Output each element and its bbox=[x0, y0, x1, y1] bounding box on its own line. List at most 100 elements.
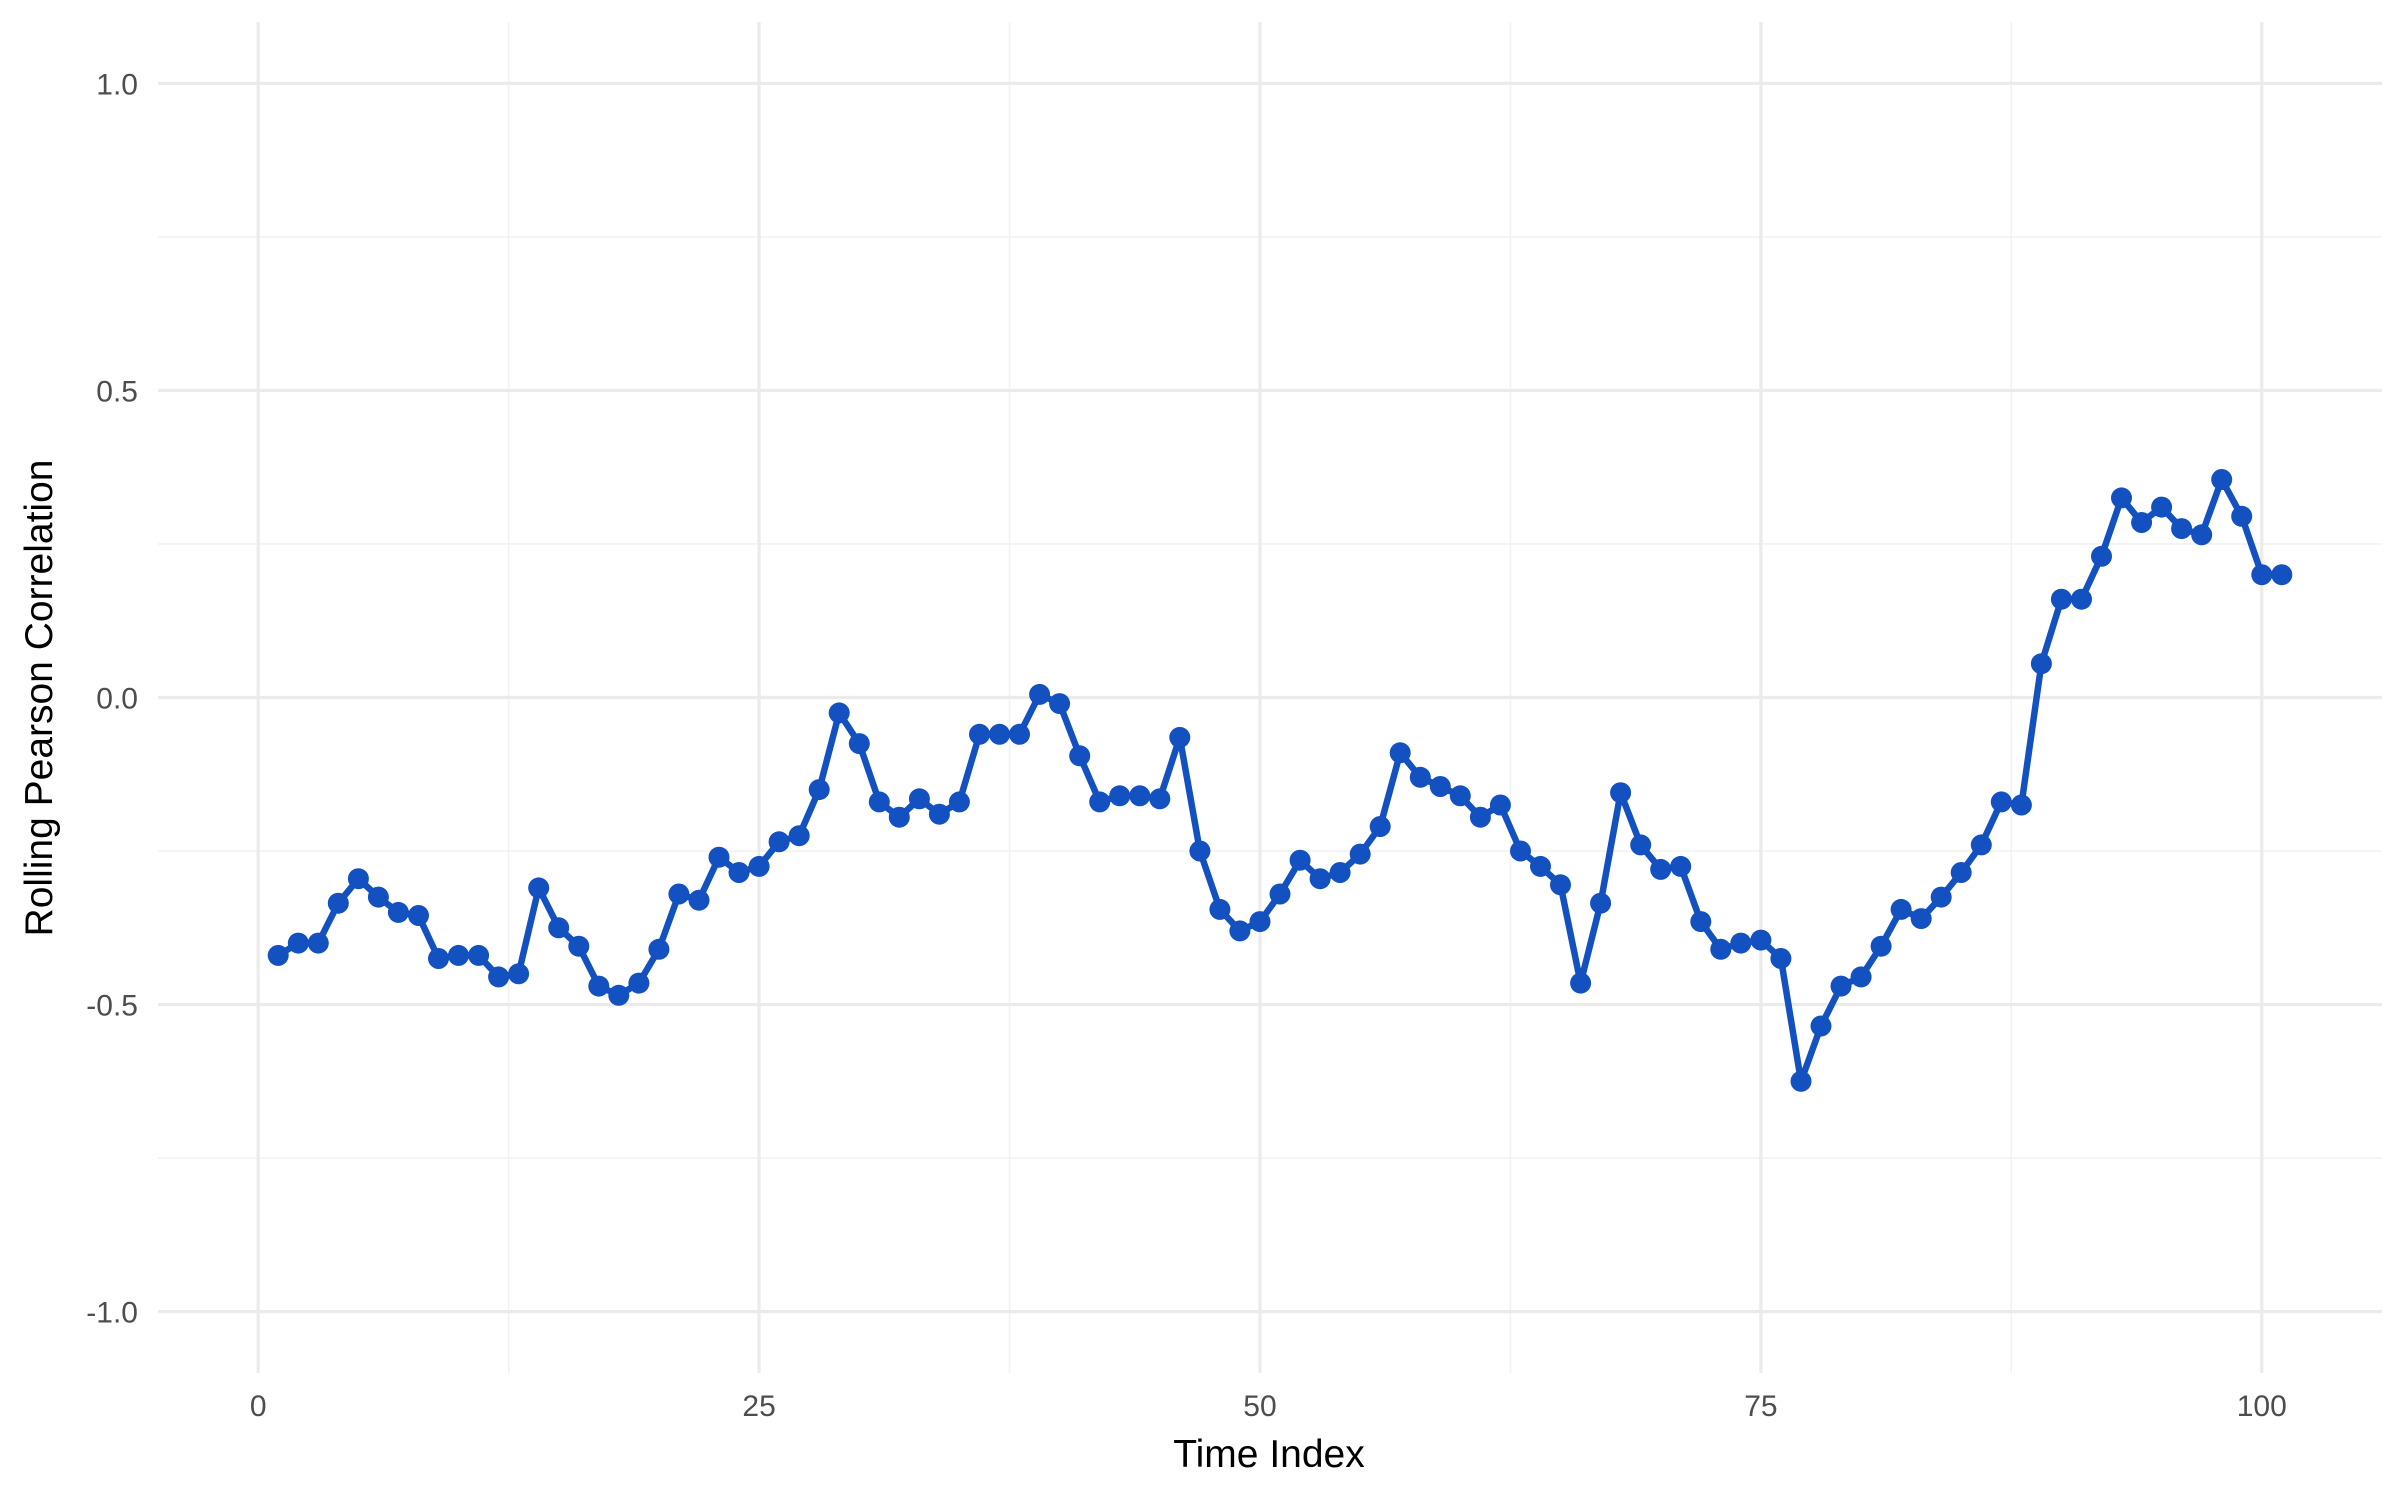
data-point bbox=[688, 889, 710, 911]
data-point bbox=[969, 723, 990, 745]
data-point bbox=[828, 702, 850, 724]
data-point bbox=[1530, 855, 1551, 877]
data-point bbox=[1550, 874, 1571, 896]
data-point bbox=[888, 806, 910, 828]
data-point bbox=[1329, 862, 1351, 883]
data-point bbox=[2050, 588, 2072, 610]
data-point bbox=[2071, 588, 2092, 610]
data-point bbox=[528, 877, 550, 899]
y-tick-label: -1.0 bbox=[86, 1297, 138, 1330]
y-tick-label: 0.0 bbox=[96, 683, 138, 716]
x-axis-title: Time Index bbox=[1173, 1433, 1365, 1476]
data-point bbox=[768, 831, 790, 853]
data-point bbox=[1570, 972, 1592, 994]
data-point bbox=[508, 963, 530, 985]
data-point bbox=[648, 938, 670, 960]
data-point bbox=[2191, 524, 2213, 546]
data-point bbox=[1990, 791, 2012, 813]
data-point bbox=[1009, 723, 1030, 745]
data-point bbox=[1870, 935, 1892, 957]
y-axis-title: Rolling Pearson Correlation bbox=[18, 460, 61, 937]
data-point bbox=[1810, 1015, 1832, 1037]
data-point bbox=[428, 948, 449, 969]
x-axis-tick-labels: 0 25 50 75 100 bbox=[250, 1390, 2287, 1423]
data-point bbox=[1209, 898, 1231, 920]
data-point bbox=[2271, 564, 2293, 586]
data-point bbox=[608, 984, 630, 1006]
data-point bbox=[848, 733, 870, 755]
data-point bbox=[1830, 975, 1852, 997]
data-point bbox=[1750, 929, 1772, 951]
major-gridlines-y bbox=[158, 81, 2382, 1314]
minor-gridlines-y bbox=[158, 236, 2382, 1159]
data-point bbox=[488, 966, 510, 988]
data-point bbox=[468, 944, 490, 966]
data-point bbox=[2171, 518, 2193, 540]
data-point bbox=[1249, 911, 1271, 933]
data-point bbox=[1089, 791, 1111, 813]
data-point bbox=[928, 803, 950, 825]
data-point bbox=[548, 917, 570, 939]
data-point bbox=[908, 788, 930, 810]
data-point bbox=[1790, 1070, 1812, 1092]
data-point bbox=[367, 886, 389, 908]
x-tick-label: 100 bbox=[2237, 1390, 2287, 1423]
data-point bbox=[748, 855, 770, 877]
data-point bbox=[1289, 849, 1311, 871]
y-tick-label: 0.5 bbox=[96, 375, 138, 408]
data-point bbox=[1069, 745, 1091, 767]
x-tick-label: 50 bbox=[1243, 1390, 1276, 1423]
data-point bbox=[1029, 683, 1051, 705]
data-point bbox=[989, 723, 1010, 745]
data-point bbox=[1189, 840, 1211, 862]
data-point bbox=[728, 862, 750, 883]
data-point bbox=[1770, 948, 1792, 969]
data-point bbox=[1369, 816, 1391, 837]
data-point bbox=[387, 901, 409, 923]
data-point bbox=[1149, 788, 1171, 810]
data-point bbox=[448, 944, 469, 966]
data-point bbox=[2131, 512, 2153, 533]
data-point bbox=[287, 932, 309, 954]
data-point bbox=[1349, 843, 1371, 865]
data-point bbox=[327, 892, 349, 914]
data-point bbox=[788, 825, 810, 847]
data-point bbox=[1710, 938, 1732, 960]
series-layer bbox=[267, 469, 2293, 1092]
data-point bbox=[1930, 886, 1952, 908]
data-point bbox=[1690, 911, 1712, 933]
data-point bbox=[408, 905, 429, 926]
data-point bbox=[668, 883, 690, 905]
data-point bbox=[1129, 785, 1151, 807]
data-point bbox=[1970, 834, 1992, 856]
data-point bbox=[1630, 834, 1652, 856]
data-point bbox=[588, 975, 610, 997]
data-point bbox=[1910, 908, 1932, 930]
data-point bbox=[1850, 966, 1872, 988]
data-point bbox=[2231, 505, 2253, 527]
data-point bbox=[2111, 487, 2132, 509]
series-line bbox=[274, 476, 2286, 1085]
data-point bbox=[628, 972, 650, 994]
data-point bbox=[808, 779, 830, 801]
data-point bbox=[2010, 794, 2032, 816]
data-point bbox=[1670, 855, 1692, 877]
data-point bbox=[1590, 892, 1612, 914]
data-point bbox=[1109, 785, 1131, 807]
data-point bbox=[1169, 726, 1191, 748]
y-tick-label: -0.5 bbox=[86, 990, 138, 1023]
data-point bbox=[1409, 766, 1431, 788]
x-tick-label: 0 bbox=[250, 1390, 267, 1423]
data-point bbox=[347, 868, 369, 890]
x-tick-label: 75 bbox=[1744, 1390, 1777, 1423]
data-point bbox=[1489, 794, 1511, 816]
data-point bbox=[1309, 868, 1331, 890]
data-point bbox=[2030, 653, 2052, 675]
data-point bbox=[1429, 776, 1451, 797]
data-point bbox=[1229, 920, 1251, 942]
data-point bbox=[708, 846, 730, 868]
data-point bbox=[1610, 782, 1632, 804]
data-point bbox=[2151, 496, 2173, 518]
x-tick-label: 25 bbox=[742, 1390, 775, 1423]
